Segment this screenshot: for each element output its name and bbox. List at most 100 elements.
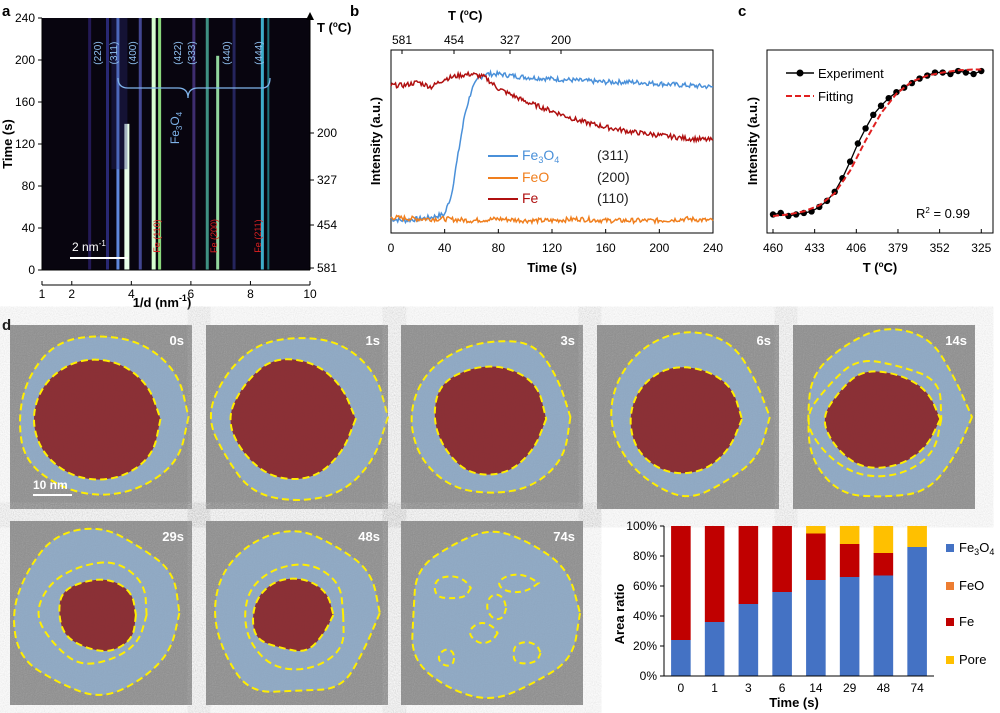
tick-label: 14 bbox=[809, 681, 823, 695]
legend-swatch bbox=[946, 656, 954, 664]
tick-label: 80% bbox=[633, 549, 657, 563]
bar-segment bbox=[738, 526, 759, 604]
heatmap-stripe bbox=[158, 18, 162, 270]
series-line bbox=[390, 214, 714, 226]
tem-frame: 6s bbox=[597, 325, 779, 509]
fe-core bbox=[630, 367, 742, 474]
tick-label: 327 bbox=[500, 33, 520, 47]
x-axis-label-c: T (oC) bbox=[863, 260, 898, 275]
tick-label: 74 bbox=[910, 681, 924, 695]
legend-entry: FeO bbox=[959, 578, 984, 593]
tick-label: 100% bbox=[626, 519, 657, 533]
heatmap-stripes bbox=[88, 18, 270, 270]
tick-label: 80 bbox=[22, 179, 36, 193]
heatmap-stripe bbox=[151, 18, 156, 270]
heatmap-glow bbox=[111, 18, 128, 170]
experiment-point bbox=[947, 70, 954, 78]
tick-label: 6 bbox=[188, 287, 195, 301]
fe-core bbox=[33, 359, 161, 480]
tick-label: 200 bbox=[551, 33, 571, 47]
fe-peak-labels: Fe (110) Fe (200) Fe (211) bbox=[152, 219, 263, 253]
heatmap-stripe bbox=[124, 123, 130, 270]
shell-outline bbox=[19, 335, 190, 496]
bar-segment bbox=[907, 526, 927, 547]
tick-label: 433 bbox=[805, 241, 825, 255]
shell-outline bbox=[807, 328, 974, 498]
pore-outline bbox=[433, 575, 473, 600]
tick-label: 160 bbox=[15, 95, 35, 109]
core-outline bbox=[629, 366, 744, 475]
x-axis-label-b: Time (s) bbox=[527, 260, 577, 275]
tick-label: 581 bbox=[317, 261, 337, 275]
fe-core bbox=[253, 578, 334, 651]
experiment-point bbox=[846, 158, 854, 165]
shell-outline bbox=[209, 337, 390, 501]
y-axis-label-b: Intensity (a.u.) bbox=[368, 97, 383, 185]
y-ticks-d: 0% 20% 40% 60% 80% 100% bbox=[626, 519, 664, 683]
heatmap-stripe bbox=[88, 18, 92, 270]
heatmap-stripe bbox=[205, 18, 209, 270]
tick-label: 240 bbox=[15, 11, 35, 25]
tick-label: 454 bbox=[317, 218, 337, 232]
phase-label-fe3o4: Fe3O4 bbox=[168, 111, 184, 144]
fe-core bbox=[434, 366, 547, 475]
tem-frame: 1s bbox=[206, 325, 390, 509]
core-outline bbox=[229, 358, 357, 481]
heatmap-stripe bbox=[116, 18, 120, 270]
x-axis-label-d: Time (s) bbox=[769, 695, 819, 710]
tick-label: 325 bbox=[971, 241, 991, 255]
heatmap-stripe bbox=[232, 18, 236, 270]
tem-frame: 14s bbox=[793, 325, 975, 509]
tick-label: 581 bbox=[392, 33, 412, 47]
shell-outline bbox=[411, 530, 582, 699]
pore-outline bbox=[37, 561, 148, 665]
fe-peak-label: Fe (211) bbox=[253, 219, 263, 252]
legend-entry: Fe bbox=[522, 190, 539, 206]
tick-label: 200 bbox=[317, 126, 337, 140]
fe-core bbox=[59, 579, 136, 652]
top-axis-ticks-b: 581 454 327 200 bbox=[392, 33, 571, 54]
series-line bbox=[390, 70, 714, 144]
tick-label: 1 bbox=[711, 681, 718, 695]
tick-label: 406 bbox=[846, 241, 866, 255]
legend-entry: Fe3O4 bbox=[522, 147, 559, 165]
legend-entry: Fe3O4 bbox=[959, 540, 994, 557]
experiment-point bbox=[970, 70, 977, 78]
heatmap-background bbox=[42, 18, 310, 270]
frame-time-label: 1s bbox=[366, 333, 380, 348]
tick-label: 29 bbox=[843, 681, 857, 695]
fe3o4-shell bbox=[412, 531, 580, 698]
bar-segment bbox=[772, 592, 792, 676]
y-axis-label-d: Area ratio bbox=[612, 584, 627, 645]
bar-segment bbox=[671, 526, 691, 640]
core-outline bbox=[32, 358, 162, 481]
tick-label: 2 bbox=[68, 287, 75, 301]
bar-segment bbox=[873, 553, 894, 576]
experiment-point bbox=[870, 111, 877, 119]
peak-label: (400) bbox=[128, 41, 139, 64]
frame-time-label: 3s bbox=[561, 333, 575, 348]
shell-outline bbox=[410, 340, 572, 494]
tick-label: 40 bbox=[22, 221, 36, 235]
r-squared-label: R2 = 0.99 bbox=[916, 206, 970, 221]
experiment-point bbox=[908, 79, 916, 87]
core-outline bbox=[433, 365, 548, 476]
legend-peak: (110) bbox=[597, 190, 629, 206]
tick-label: 3 bbox=[745, 681, 752, 695]
bar-segment bbox=[839, 544, 860, 577]
y-axis-label-a: Time (s) bbox=[0, 119, 15, 169]
heatmap-stripe bbox=[106, 18, 110, 270]
frame-time-label: 48s bbox=[358, 529, 380, 544]
pore-outline bbox=[469, 622, 499, 645]
pore-outline bbox=[512, 641, 542, 665]
experiment-point bbox=[885, 95, 892, 102]
panel-a: a 0 40 80 120 160 200 240 200 327 454 581 1 2 4 6 8 10… bbox=[0, 3, 352, 310]
scale-bar-label-d: 10 nm bbox=[33, 478, 68, 492]
panel-b: b T (oC) 581 454 327 200 0 40 80 120 160 200 240 … bbox=[350, 3, 723, 275]
tick-label: 0% bbox=[640, 669, 658, 683]
peak-label: (440) bbox=[222, 41, 233, 64]
phase-bracket bbox=[117, 77, 271, 99]
scale-bar-label-a: 2 nm-1 bbox=[72, 239, 106, 254]
x-ticks-d: 0 1 3 6 14 29 48 74 bbox=[678, 681, 925, 695]
